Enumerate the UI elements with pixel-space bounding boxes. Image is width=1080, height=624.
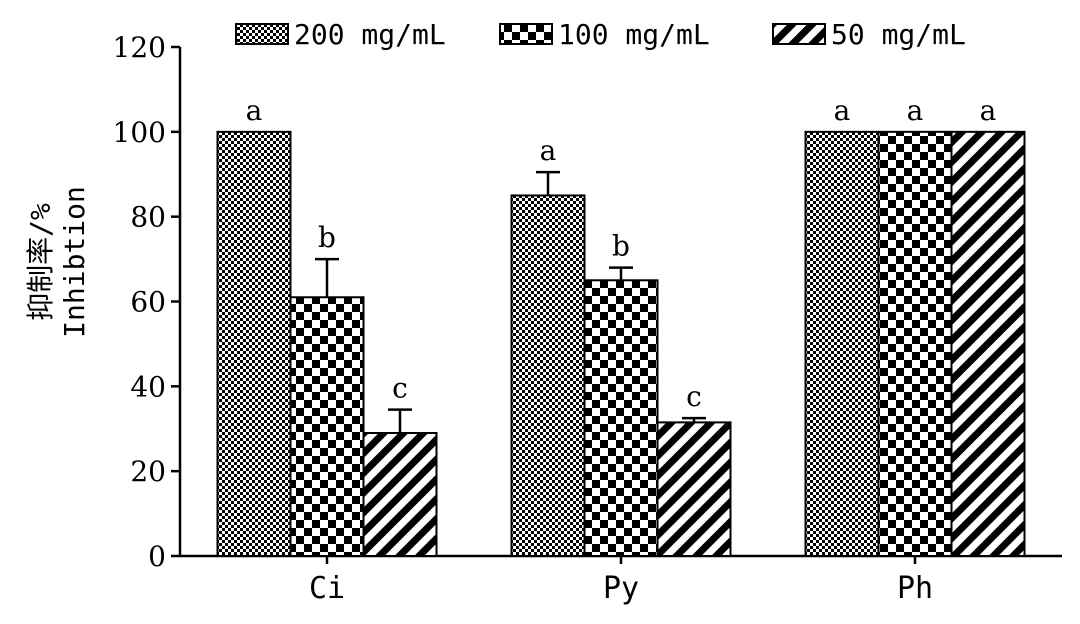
bar-py-series-3 (656, 421, 732, 558)
y-axis-title-line-2: Inhibtion (58, 186, 91, 338)
significance-letter: c (686, 380, 702, 413)
bar-ph-series-3 (950, 130, 1026, 557)
bar-ph-series-1 (804, 130, 880, 557)
x-tick-label: Py (603, 571, 639, 606)
legend-swatch-2 (499, 23, 553, 45)
significance-letter: a (540, 134, 557, 167)
y-axis-title: 抑制率/% Inhibtion (24, 186, 91, 338)
significance-letter: b (318, 221, 336, 254)
significance-letter: c (392, 372, 408, 405)
significance-letter: a (834, 94, 851, 127)
legend-swatch-3 (772, 23, 826, 45)
y-tick-label: 120 (113, 31, 166, 64)
legend: 200 mg/mL 100 mg/mL 50 mg/mL (235, 18, 966, 51)
y-tick-label: 80 (130, 201, 166, 234)
significance-letter: b (612, 230, 630, 263)
x-tick-label: Ph (897, 571, 933, 606)
bar-py-series-1 (510, 194, 586, 557)
legend-label-3: 50 mg/mL (831, 18, 966, 51)
significance-letter: a (980, 94, 997, 127)
y-tick-label: 40 (130, 370, 166, 403)
legend-swatch-1 (235, 23, 289, 45)
bars (216, 130, 1026, 558)
x-tick-labels: Ci Py Ph (309, 556, 933, 606)
significance-letter: a (907, 94, 924, 127)
x-tick-label: Ci (309, 571, 345, 606)
bar-ph-series-2 (877, 130, 953, 557)
y-axis-title-line-1: 抑制率/% (24, 203, 57, 321)
y-tick-label: 20 (130, 455, 166, 488)
significance-letters: a b c a b c a a a (246, 94, 997, 413)
error-bars (315, 170, 706, 433)
legend-label-1: 200 mg/mL (294, 18, 446, 51)
significance-letter: a (246, 94, 263, 127)
y-tick-label: 60 (130, 286, 166, 319)
legend-label-2: 100 mg/mL (558, 18, 710, 51)
bar-ci-series-3 (362, 431, 438, 557)
y-ticks: 0 20 40 60 80 100 120 (113, 31, 180, 573)
bar-py-series-2 (583, 279, 659, 557)
bar-ci-series-1 (216, 130, 292, 557)
bar-ci-series-2 (289, 296, 365, 557)
y-tick-label: 0 (148, 540, 166, 573)
y-tick-label: 100 (113, 116, 166, 149)
